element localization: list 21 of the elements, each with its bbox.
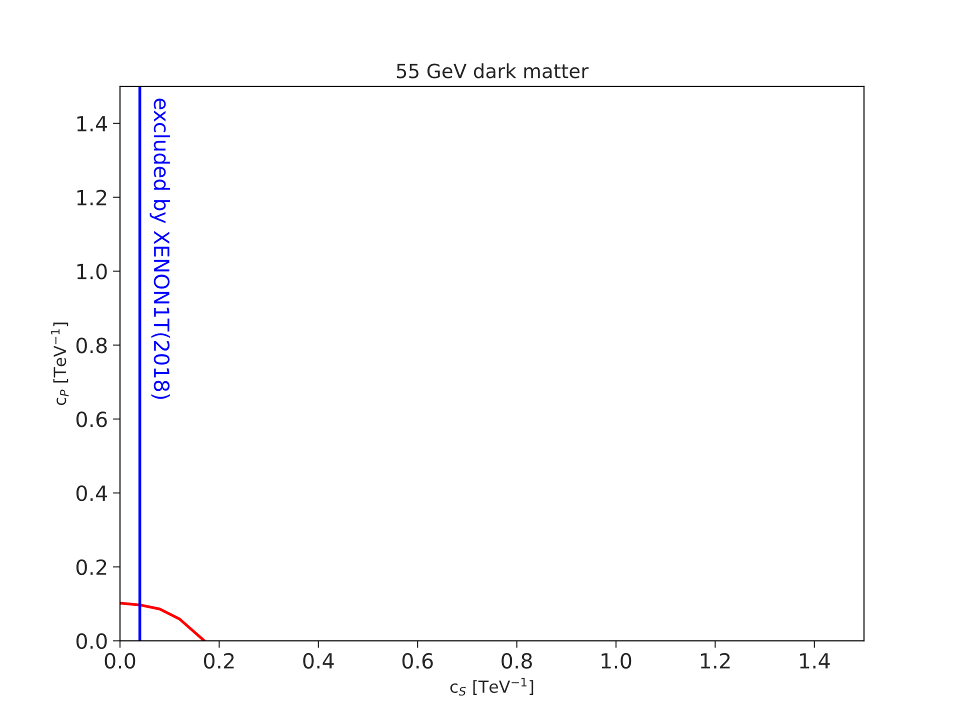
y-tick-label: 1.0	[77, 264, 107, 280]
x-tick-label: 0.0	[104, 652, 136, 669]
y-tick-label: 1.2	[77, 190, 106, 206]
x-tick-label: 1.0	[602, 652, 632, 669]
x-tick-label: 0.4	[303, 652, 334, 669]
x-tick-label: 1.4	[800, 653, 830, 668]
x-tick-label: 0.2	[204, 652, 234, 669]
y-axis-title: c$_{P}$ [TeV$^{−1}$]	[51, 322, 69, 406]
x-tick-label: 1.2	[700, 652, 730, 668]
y-tick-label: 1.4	[77, 116, 108, 132]
y-tick-label: 0.2	[76, 559, 106, 576]
y-tick-label: 0.8	[76, 338, 107, 354]
line-series	[120, 602, 206, 641]
y-tick-label: 0.4	[76, 485, 108, 502]
y-tick-label: 0.6	[76, 411, 107, 428]
x-tick-label: 0.8	[502, 652, 532, 669]
x-axis-title: c$_{S}$ [TeV$^{−1}$]	[450, 678, 534, 696]
ref-line-label: excluded by XENON1T(2018)	[150, 98, 170, 399]
y-tick-label: 0.0	[76, 633, 107, 650]
x-tick-label: 0.6	[402, 652, 433, 669]
chart-title: 55 GeV dark matter	[396, 63, 589, 78]
